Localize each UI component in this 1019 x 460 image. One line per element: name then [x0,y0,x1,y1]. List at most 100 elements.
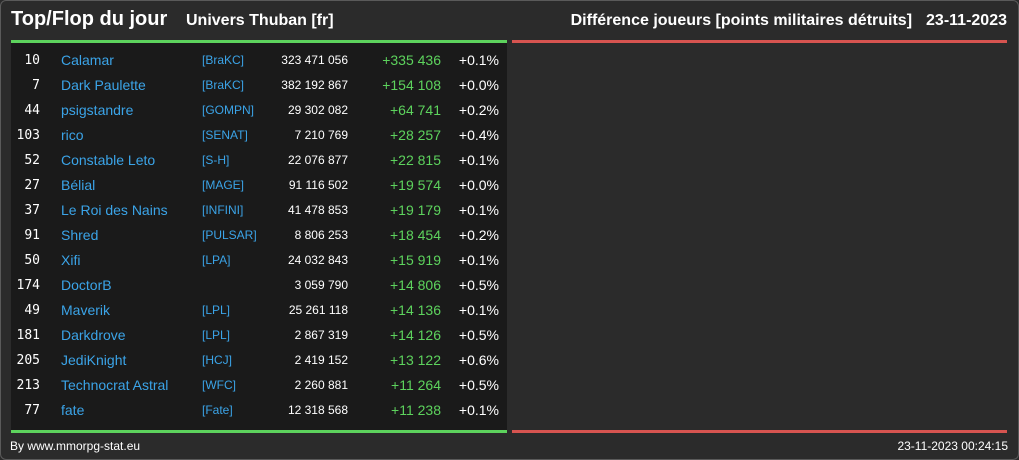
percent-change: +0.1% [458,302,499,318]
points-difference: +22 815 [390,152,441,168]
header-date: 23-11-2023 [926,12,1007,29]
page-title: Top/Flop du jour [11,8,168,30]
points-difference: +19 574 [390,177,441,193]
alliance-tag-link[interactable]: [GOMPN] [202,103,255,117]
table-row: 27 Bélial [MAGE] 91 116 502 +19 574 +0.0% [11,173,507,198]
percent-change: +0.1% [458,52,499,68]
player-points: 2 419 152 [294,353,348,367]
table-row: 10 Calamar [BraKC] 323 471 056 +335 436 +0.1% [11,48,507,73]
player-name-link[interactable]: JediKnight [61,352,127,368]
player-points: 24 032 843 [287,253,348,267]
points-difference: +11 264 [391,377,441,393]
percent-change: +0.2% [458,102,499,118]
percent-change: +0.6% [458,352,499,368]
universe-subtitle: Univers Thuban [fr] [186,12,334,29]
player-name-link[interactable]: Maverik [61,302,111,318]
alliance-tag-link[interactable]: [LPL] [202,328,231,342]
points-difference: +28 257 [390,127,441,143]
player-rank: 103 [16,128,40,143]
table-row: 174 DoctorB 3 059 790 +14 806 +0.5% [11,273,507,298]
table-row: 77 fate [Fate] 12 318 568 +11 238 +0.1% [11,398,507,423]
points-difference: +335 436 [382,52,441,68]
player-points: 91 116 502 [288,178,348,192]
player-name-link[interactable]: DoctorB [61,277,112,293]
player-rank: 7 [32,78,40,93]
table-row: 49 Maverik [LPL] 25 261 118 +14 136 +0.1% [11,298,507,323]
alliance-tag-link[interactable]: [HCJ] [202,353,232,367]
player-name-link[interactable]: rico [61,127,84,143]
top-panel: 10 Calamar [BraKC] 323 471 056 +335 436 +0.1%… [11,43,507,430]
player-points: 323 471 056 [281,53,348,67]
percent-change: +0.1% [458,152,499,168]
player-name-link[interactable]: Constable Leto [61,152,156,168]
percent-change: +0.5% [458,327,499,343]
percent-change: +0.0% [458,177,499,193]
player-points: 25 261 118 [288,303,348,317]
alliance-tag-link[interactable]: [MAGE] [202,178,245,192]
percent-change: +0.5% [458,277,499,293]
flop-panel [512,43,1007,430]
right-title: Différence joueurs [points militaires dé… [571,12,1007,30]
player-name-link[interactable]: psigstandre [61,102,134,118]
percent-change: +0.1% [458,202,499,218]
table-row: 205 JediKnight [HCJ] 2 419 152 +13 122 +0.6% [11,348,507,373]
points-difference: +154 108 [382,77,441,93]
table-row: 103 rico [SENAT] 7 210 769 +28 257 +0.4% [11,123,507,148]
alliance-tag-link[interactable]: [LPA] [202,253,231,267]
player-name-link[interactable]: Technocrat Astral [61,377,169,393]
player-points: 7 210 769 [294,128,348,142]
percent-change: +0.4% [458,127,499,143]
top-divider-green [11,40,507,43]
percent-change: +0.2% [458,227,499,243]
points-difference: +18 454 [390,227,441,243]
percent-change: +0.5% [458,377,499,393]
alliance-tag-link[interactable]: [INFINI] [202,203,244,217]
player-name-link[interactable]: Bélial [61,177,96,193]
player-rank: 181 [16,328,40,343]
player-rank: 213 [16,378,40,393]
player-name-link[interactable]: Shred [61,227,99,243]
player-points: 22 076 877 [287,153,348,167]
table-row: 7 Dark Paulette [BraKC] 382 192 867 +154 108… [11,73,507,98]
alliance-tag-link[interactable]: [BraKC] [202,53,245,67]
player-name-link[interactable]: Le Roi des Nains [61,202,168,218]
player-rank: 49 [24,303,40,318]
table-row: 213 Technocrat Astral [WFC] 2 260 881 +11 26… [11,373,507,398]
header: Top/Flop du jour Univers Thuban [fr] Dif… [0,0,1019,40]
points-difference: +11 238 [391,402,441,418]
footer-timestamp: 23-11-2023 00:24:15 [897,439,1008,453]
player-name-link[interactable]: Calamar [61,52,114,68]
player-points: 41 478 853 [287,203,348,217]
player-points: 382 192 867 [281,78,348,92]
player-name-link[interactable]: Dark Paulette [61,77,146,93]
player-rank: 37 [24,203,40,218]
player-points: 2 260 881 [294,378,348,392]
top-divider-red [512,40,1007,43]
table-row: 50 Xifi [LPA] 24 032 843 +15 919 +0.1% [11,248,507,273]
points-difference: +14 126 [390,327,441,343]
percent-change: +0.1% [458,402,499,418]
footer-source[interactable]: By www.mmorpg-stat.eu [10,439,141,453]
bottom-divider-green [11,430,507,433]
player-name-link[interactable]: Xifi [61,252,81,268]
alliance-tag-link[interactable]: [S-H] [202,153,230,167]
ranking-type-label: Différence joueurs [points militaires dé… [570,12,913,29]
alliance-tag-link[interactable]: [LPL] [202,303,231,317]
alliance-tag-link[interactable]: [BraKC] [202,78,245,92]
player-points: 3 059 790 [294,278,348,292]
alliance-tag-link[interactable]: [Fate] [202,403,233,417]
player-name-link[interactable]: fate [61,402,85,418]
points-difference: +15 919 [390,252,441,268]
table-row: 181 Darkdrove [LPL] 2 867 319 +14 126 +0.5% [11,323,507,348]
table-row: 44 psigstandre [GOMPN] 29 302 082 +64 741 +0.… [11,98,507,123]
percent-change: +0.0% [458,77,499,93]
points-difference: +14 806 [390,277,441,293]
table-row: 91 Shred [PULSAR] 8 806 253 +18 454 +0.2% [11,223,507,248]
player-rank: 52 [24,153,40,168]
alliance-tag-link[interactable]: [PULSAR] [202,228,257,242]
player-name-link[interactable]: Darkdrove [61,327,126,343]
alliance-tag-link[interactable]: [SENAT] [202,128,248,142]
alliance-tag-link[interactable]: [WFC] [202,378,236,392]
table-row: 37 Le Roi des Nains [INFINI] 41 478 853 +19 … [11,198,507,223]
top-players-list: 10 Calamar [BraKC] 323 471 056 +335 436 +0.1%… [11,48,507,423]
